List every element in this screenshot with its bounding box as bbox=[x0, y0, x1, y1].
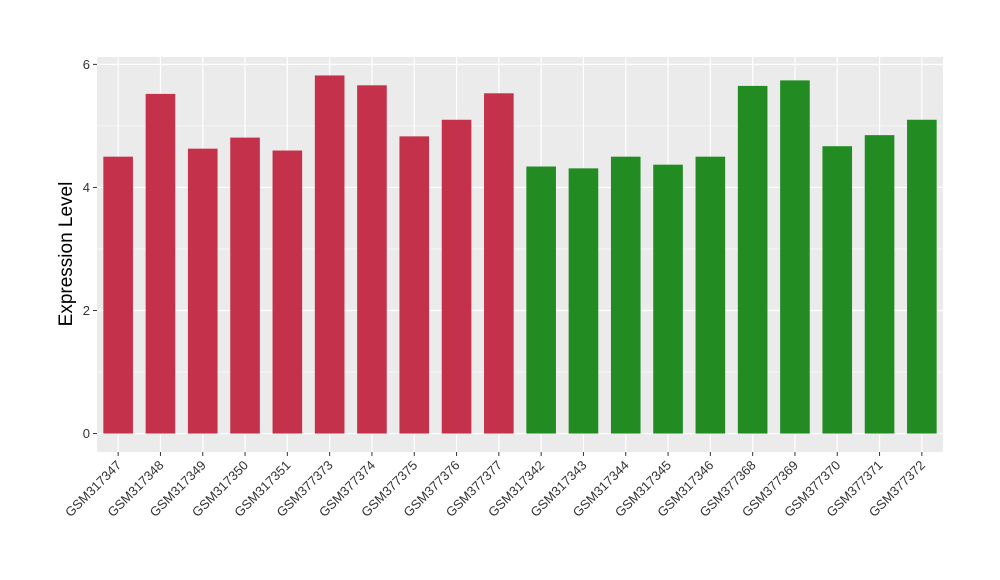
bar bbox=[864, 135, 895, 434]
y-axis: 0 2 4 6 bbox=[83, 57, 97, 441]
x-axis: GSM317347GSM317348GSM317349GSM317350GSM3… bbox=[62, 452, 928, 520]
bars bbox=[103, 75, 937, 434]
y-tick-label: 6 bbox=[83, 57, 90, 72]
bar bbox=[187, 148, 218, 434]
y-tick-label: 4 bbox=[83, 180, 90, 195]
y-axis-title: Expression Level bbox=[56, 182, 77, 327]
bar bbox=[314, 75, 345, 434]
plot-panel bbox=[97, 57, 943, 452]
bar bbox=[780, 80, 810, 434]
bar bbox=[568, 168, 599, 434]
bar bbox=[907, 119, 937, 434]
y-tick-label: 2 bbox=[83, 303, 90, 318]
bar bbox=[441, 119, 472, 434]
bar bbox=[230, 137, 260, 434]
bar bbox=[737, 85, 768, 434]
bar bbox=[653, 164, 683, 434]
bar bbox=[822, 146, 853, 434]
bar bbox=[526, 166, 556, 434]
bar bbox=[484, 93, 514, 434]
bar bbox=[145, 93, 176, 434]
bar bbox=[399, 136, 430, 434]
bar bbox=[695, 156, 726, 434]
bar bbox=[610, 156, 641, 434]
y-tick-label: 0 bbox=[83, 426, 90, 441]
bar bbox=[103, 156, 133, 434]
bar bbox=[357, 85, 387, 434]
bar bbox=[272, 150, 303, 434]
